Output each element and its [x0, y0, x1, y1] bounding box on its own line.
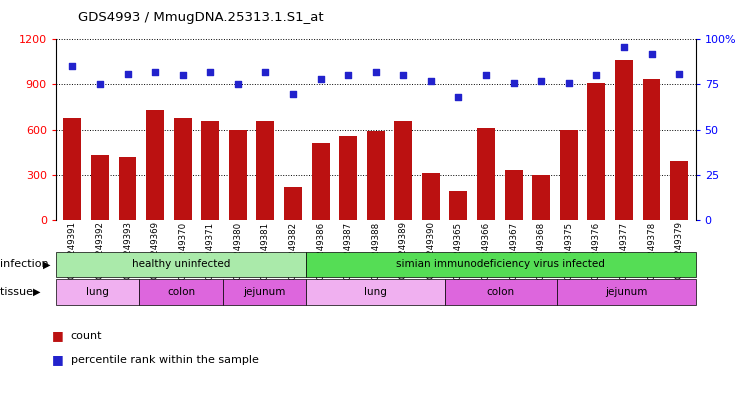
Bar — [615, 61, 633, 220]
Point — [205, 69, 217, 75]
Text: ▶: ▶ — [43, 259, 51, 269]
Point — [591, 72, 603, 79]
Point — [94, 81, 106, 88]
Text: tissue: tissue — [0, 287, 36, 297]
Bar — [91, 155, 109, 220]
Point — [673, 70, 685, 77]
Point — [646, 51, 658, 57]
Text: jejunum: jejunum — [243, 287, 286, 297]
Bar — [559, 130, 578, 220]
Point — [535, 78, 547, 84]
Text: colon: colon — [167, 287, 195, 297]
Bar — [394, 121, 412, 220]
Text: lung: lung — [365, 287, 387, 297]
Text: count: count — [71, 331, 102, 341]
Text: ■: ■ — [52, 329, 64, 343]
Point — [480, 72, 492, 79]
Bar — [477, 128, 495, 220]
Point — [618, 43, 630, 50]
Text: percentile rank within the sample: percentile rank within the sample — [71, 354, 259, 365]
Bar — [202, 121, 219, 220]
Text: GDS4993 / MmugDNA.25313.1.S1_at: GDS4993 / MmugDNA.25313.1.S1_at — [78, 11, 324, 24]
Bar — [284, 187, 302, 220]
Point — [66, 63, 78, 70]
Point — [370, 69, 382, 75]
Text: jejunum: jejunum — [605, 287, 647, 297]
Text: ■: ■ — [52, 353, 64, 366]
Bar — [643, 79, 661, 220]
Bar — [422, 173, 440, 220]
Point — [315, 76, 327, 82]
Point — [452, 94, 464, 100]
Text: colon: colon — [487, 287, 515, 297]
Point — [425, 78, 437, 84]
Bar — [312, 143, 330, 220]
Text: ▶: ▶ — [33, 287, 40, 297]
Point — [260, 69, 272, 75]
Bar — [173, 118, 192, 220]
Bar — [588, 83, 606, 220]
Bar — [257, 121, 275, 220]
Bar — [63, 118, 81, 220]
Bar — [670, 161, 688, 220]
Point — [287, 90, 299, 97]
Point — [177, 72, 189, 79]
Point — [507, 79, 519, 86]
Text: infection: infection — [0, 259, 52, 269]
Bar — [229, 130, 247, 220]
Point — [121, 70, 133, 77]
Bar — [339, 136, 357, 220]
Point — [562, 79, 574, 86]
Text: simian immunodeficiency virus infected: simian immunodeficiency virus infected — [397, 259, 606, 269]
Bar — [118, 157, 136, 220]
Point — [342, 72, 354, 79]
Text: healthy uninfected: healthy uninfected — [132, 259, 230, 269]
Text: lung: lung — [86, 287, 109, 297]
Bar — [146, 110, 164, 220]
Bar — [504, 171, 522, 220]
Point — [232, 81, 244, 88]
Bar — [532, 175, 550, 220]
Point — [149, 69, 161, 75]
Bar — [449, 191, 467, 220]
Bar — [367, 131, 385, 220]
Point — [397, 72, 409, 79]
